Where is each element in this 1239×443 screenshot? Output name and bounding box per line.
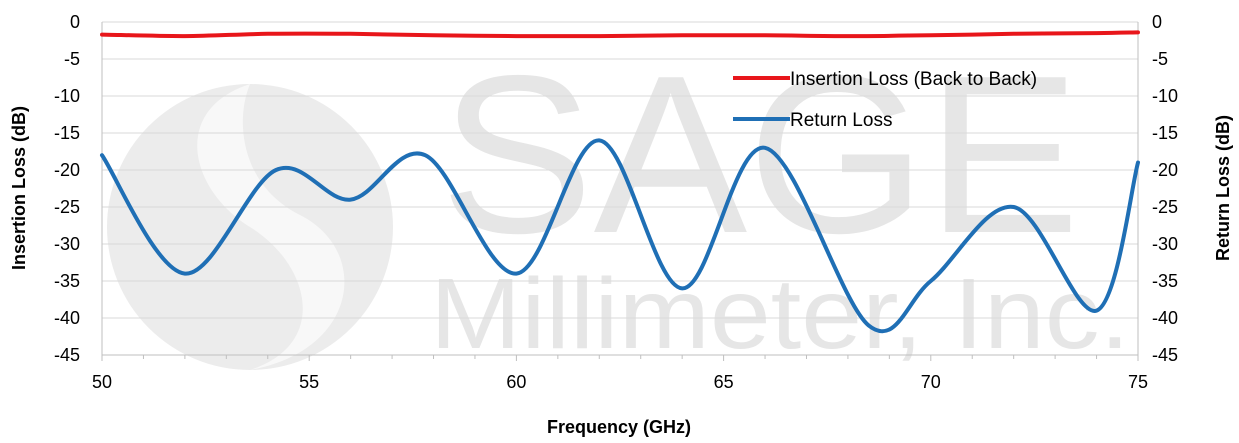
x-tick-label: 65: [714, 372, 734, 392]
y2-tick-label: -10: [1152, 86, 1178, 106]
y2-tick-label: -45: [1152, 345, 1178, 365]
x-axis-title: Frequency (GHz): [547, 417, 691, 437]
y2-tick-label: -30: [1152, 234, 1178, 254]
watermark-logo-swirl: [197, 84, 345, 370]
y2-axis-title: Return Loss (dB): [1213, 115, 1233, 261]
x-tick-label: 55: [299, 372, 319, 392]
x-tick-label: 75: [1128, 372, 1148, 392]
x-tick-labels: 50 55 60 65 70 75: [92, 372, 1148, 392]
y-tick-label: -20: [54, 160, 80, 180]
legend: Insertion Loss (Back to Back) Return Los…: [733, 69, 1037, 131]
y-tick-label: -35: [54, 271, 80, 291]
y-tick-label: -25: [54, 197, 80, 217]
y2-tick-label: 0: [1152, 12, 1162, 32]
legend-label-return-loss: Return Loss: [790, 110, 892, 131]
y-tick-label: -10: [54, 86, 80, 106]
y-tick-label: -40: [54, 308, 80, 328]
y2-tick-label: -25: [1152, 197, 1178, 217]
x-tick-label: 70: [921, 372, 941, 392]
series-lines: [100, 30, 1140, 334]
y2-tick-label: -15: [1152, 123, 1178, 143]
y2-tick-label: -5: [1152, 49, 1168, 69]
y-tick-label: -30: [54, 234, 80, 254]
y2-tick-labels: 0 -5 -10 -15 -20 -25 -30 -35 -40 -45: [1152, 12, 1178, 365]
series-line-return-loss: [100, 138, 1140, 334]
watermark: SAGE Millimeter, Inc.: [107, 28, 1130, 370]
legend-label-insertion-loss: Insertion Loss (Back to Back): [790, 69, 1037, 90]
y2-tick-label: -40: [1152, 308, 1178, 328]
watermark-subtitle: Millimeter, Inc.: [430, 258, 1130, 370]
y-tick-label: -5: [64, 49, 80, 69]
series-line-insertion-loss-back-to-back: [100, 30, 1140, 39]
y2-tick-label: -35: [1152, 271, 1178, 291]
y-tick-label: -45: [54, 345, 80, 365]
watermark-title: SAGE: [440, 28, 1080, 280]
axes: [101, 22, 1139, 361]
x-tick-label: 50: [92, 372, 112, 392]
y-tick-label: -15: [54, 123, 80, 143]
y2-tick-label: -20: [1152, 160, 1178, 180]
y-tick-label: 0: [70, 12, 80, 32]
x-tick-label: 60: [506, 372, 526, 392]
y-tick-labels: 0 -5 -10 -15 -20 -25 -30 -35 -40 -45: [54, 12, 80, 365]
y-axis-title: Insertion Loss (dB): [9, 106, 29, 270]
